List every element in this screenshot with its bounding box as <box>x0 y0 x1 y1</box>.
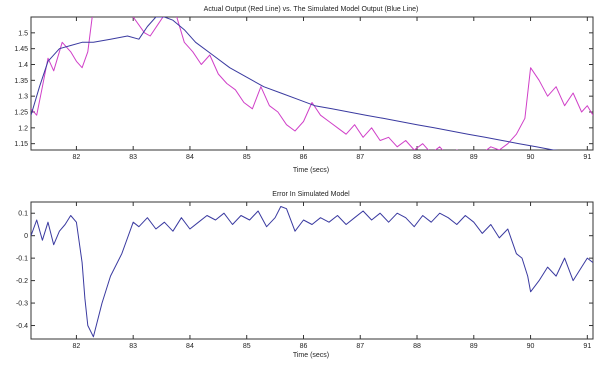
top-y-axis: 1.15 1.2 1.25 1.3 1.35 1.4 1.45 1.5 <box>14 30 593 148</box>
bottom-y-tick-label: 0 <box>24 233 28 240</box>
top-x-tick-label: 89 <box>470 154 478 161</box>
bottom-x-axis: 82 83 84 85 86 87 88 89 90 91 <box>73 202 591 350</box>
bottom-x-tick-label: 82 <box>73 343 81 350</box>
top-plot: Actual Output (Red Line) vs. The Simulat… <box>14 6 594 174</box>
bottom-series-group <box>31 206 593 338</box>
top-x-tick-label: 83 <box>129 154 137 161</box>
bottom-y-tick-label: -0.4 <box>16 323 28 330</box>
bottom-series-line-1 <box>31 206 593 338</box>
bottom-plot-title: Error In Simulated Model <box>272 191 350 198</box>
top-x-tick-label: 88 <box>413 154 421 161</box>
bottom-x-tick-label: 89 <box>470 343 478 350</box>
top-x-axis: 82 83 84 85 86 87 88 89 90 91 <box>73 17 591 161</box>
bottom-y-tick-label: -0.3 <box>16 301 28 308</box>
top-x-tick-label: 84 <box>186 154 194 161</box>
bottom-plot: Error In Simulated Model -0.4-0.3-0.2-0.… <box>16 191 594 359</box>
bottom-x-tick-label: 83 <box>129 343 137 350</box>
top-x-tick-label: 86 <box>300 154 308 161</box>
top-y-tick-label: 1.3 <box>18 94 28 101</box>
bottom-x-tick-label: 84 <box>186 343 194 350</box>
bottom-y-tick-label: -0.1 <box>16 256 28 263</box>
bottom-y-axis: -0.4 -0.3 -0.2 -0.1 0 0.1 <box>16 211 593 330</box>
top-x-tick-label: 90 <box>527 154 535 161</box>
top-y-tick-label: 1.4 <box>18 62 28 69</box>
bottom-x-tick-label: 91 <box>583 343 591 350</box>
top-y-tick-label: 1.35 <box>14 78 28 85</box>
top-plot-area <box>30 16 594 151</box>
top-series-line-1 <box>31 17 593 150</box>
top-series-group <box>31 17 593 150</box>
top-x-tick-label: 87 <box>356 154 364 161</box>
bottom-x-tick-label: 86 <box>300 343 308 350</box>
bottom-y-tick-label: 0.1 <box>18 211 28 218</box>
top-y-tick-label: 1.25 <box>14 110 28 117</box>
top-y-tick-label: 1.15 <box>14 141 28 148</box>
bottom-x-tick-label: 88 <box>413 343 421 350</box>
bottom-x-tick-label: 85 <box>243 343 251 350</box>
top-x-tick-label: 91 <box>583 154 591 161</box>
top-series-line-2 <box>31 17 559 150</box>
top-y-tick-label: 1.5 <box>18 30 28 37</box>
top-plot-title: Actual Output (Red Line) vs. The Simulat… <box>204 6 419 13</box>
bottom-x-axis-label: Time (secs) <box>293 352 329 359</box>
top-x-axis-label: Time (secs) <box>293 167 329 174</box>
bottom-x-tick-label: 90 <box>527 343 535 350</box>
top-y-tick-label: 1.45 <box>14 46 28 53</box>
top-x-tick-label: 85 <box>243 154 251 161</box>
bottom-y-tick-label: -0.2 <box>16 278 28 285</box>
bottom-x-tick-label: 87 <box>356 343 364 350</box>
top-x-tick-label: 82 <box>73 154 81 161</box>
bottom-plot-area <box>30 201 594 340</box>
top-y-tick-label: 1.2 <box>18 125 28 132</box>
